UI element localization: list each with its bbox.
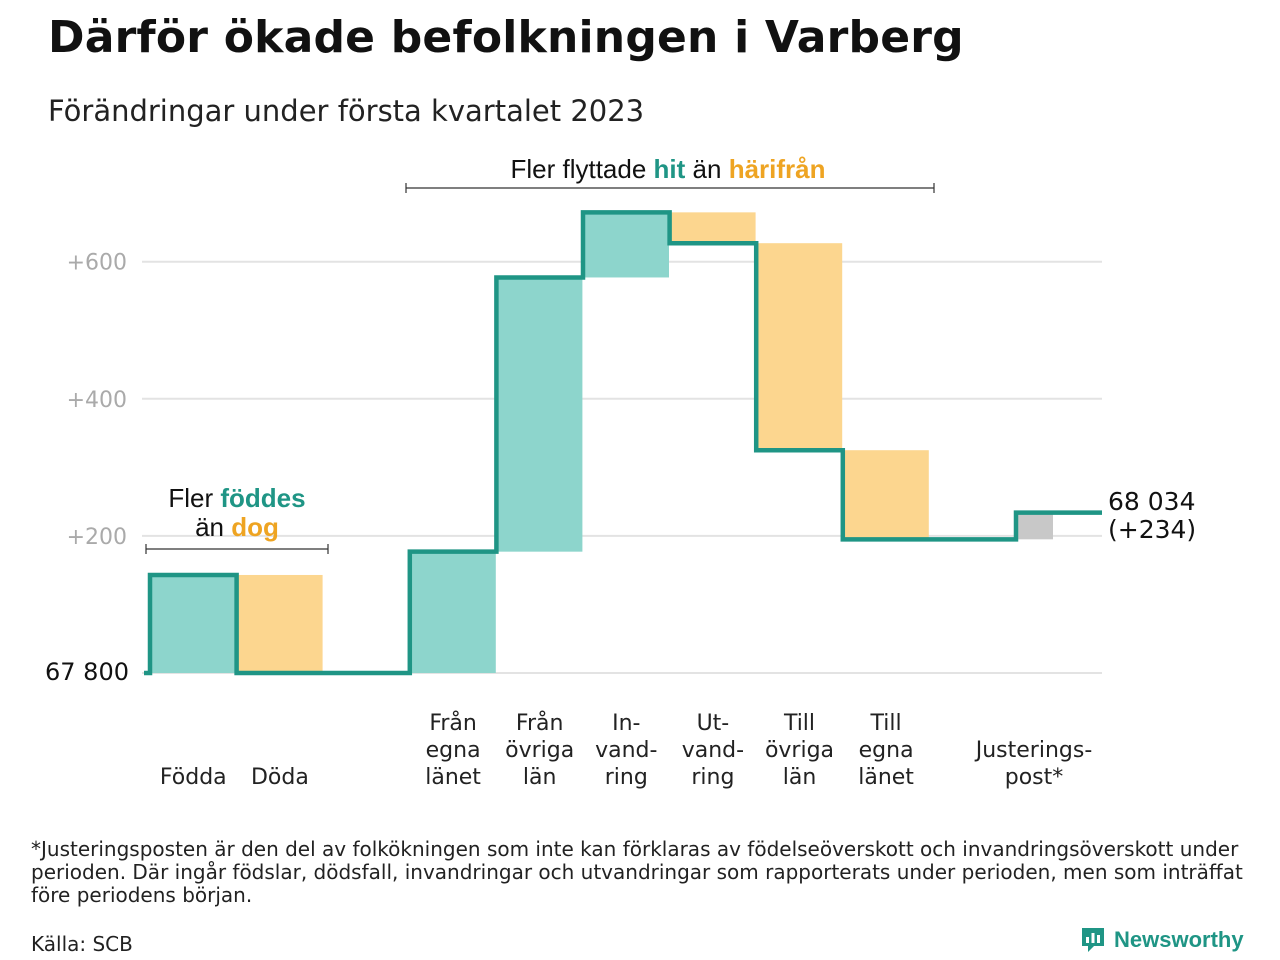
migration-annotation-text: Fler flyttade hit än härifrån	[510, 154, 825, 184]
category-label: egna	[859, 738, 914, 763]
bar-increase	[496, 277, 583, 552]
category-label: post*	[1005, 765, 1064, 790]
bar-adjustment	[1016, 512, 1053, 540]
births-line2-highlight: dog	[231, 512, 279, 542]
running-total-line	[144, 210, 1102, 676]
newsworthy-logo-icon	[1082, 928, 1104, 952]
running-total-path	[144, 210, 1102, 676]
category-label: vand-	[682, 738, 744, 763]
migration-highlight-hit: hit	[654, 154, 686, 184]
end-value-label: 68 034	[1108, 487, 1195, 516]
births-highlight: föddes	[220, 483, 305, 513]
bar-increase	[150, 574, 236, 673]
brand-name: Newsworthy	[1114, 927, 1244, 952]
category-labels: Födda DödaFrånegnalänetFrånövrigalänIn-va…	[160, 710, 1092, 790]
waterfall-chart: +200+400+600 Födda DödaFrånegnalänetFrånö…	[45, 154, 1196, 790]
y-tick-label: +200	[67, 525, 127, 550]
page-title: Därför ökade befolkningen i Varberg	[48, 12, 964, 63]
migration-middle: än	[685, 154, 728, 184]
category-label: län	[783, 765, 817, 790]
category-label: län	[523, 765, 557, 790]
page-subtitle: Förändringar under första kvartalet 2023	[48, 94, 645, 128]
migration-prefix: Fler flyttade	[510, 154, 653, 184]
category-label: länet	[425, 765, 481, 790]
bar-increase	[583, 212, 669, 278]
bar-decrease	[236, 574, 323, 673]
category-label: Ut-	[697, 711, 730, 736]
births-annotation: Fler föddes än dog	[145, 483, 329, 554]
category-label: ring	[605, 765, 648, 790]
category-label: Döda	[251, 765, 309, 790]
source-label: Källa: SCB	[31, 932, 133, 956]
category-label: övriga	[505, 738, 574, 763]
category-label: länet	[858, 765, 914, 790]
y-tick-label: +600	[67, 251, 127, 276]
births-annotation-line1: Fler föddes	[168, 483, 305, 513]
bar-increase	[409, 551, 496, 673]
category-label: Till	[870, 711, 902, 736]
start-value-label: 67 800	[45, 658, 129, 686]
brand-logo[interactable]: Newsworthy	[1080, 926, 1244, 954]
category-label: In-	[612, 711, 640, 736]
migration-annotation: Fler flyttade hit än härifrån	[405, 154, 935, 193]
category-label: ring	[691, 765, 734, 790]
births-prefix: Fler	[168, 483, 220, 513]
end-change-label: (+234)	[1108, 515, 1196, 544]
y-tick-label: +400	[67, 388, 127, 413]
category-label: vand-	[595, 738, 657, 763]
migration-highlight-harifran: härifrån	[729, 154, 826, 184]
category-label: egna	[426, 738, 481, 763]
births-annotation-line2: än dog	[195, 512, 279, 542]
footnote: *Justeringsposten är den del av folkökni…	[31, 837, 1243, 907]
bar-decrease	[669, 212, 756, 244]
category-label: övriga	[765, 738, 834, 763]
category-label: Till	[783, 711, 815, 736]
bar-decrease	[756, 243, 843, 451]
category-label: Från	[516, 710, 564, 736]
births-line2-prefix: än	[195, 512, 231, 542]
category-label: Justerings-	[974, 738, 1093, 763]
bars	[150, 212, 1053, 673]
bar-decrease	[842, 450, 929, 540]
category-label: Födda	[160, 765, 227, 790]
category-label: Från	[429, 710, 477, 736]
